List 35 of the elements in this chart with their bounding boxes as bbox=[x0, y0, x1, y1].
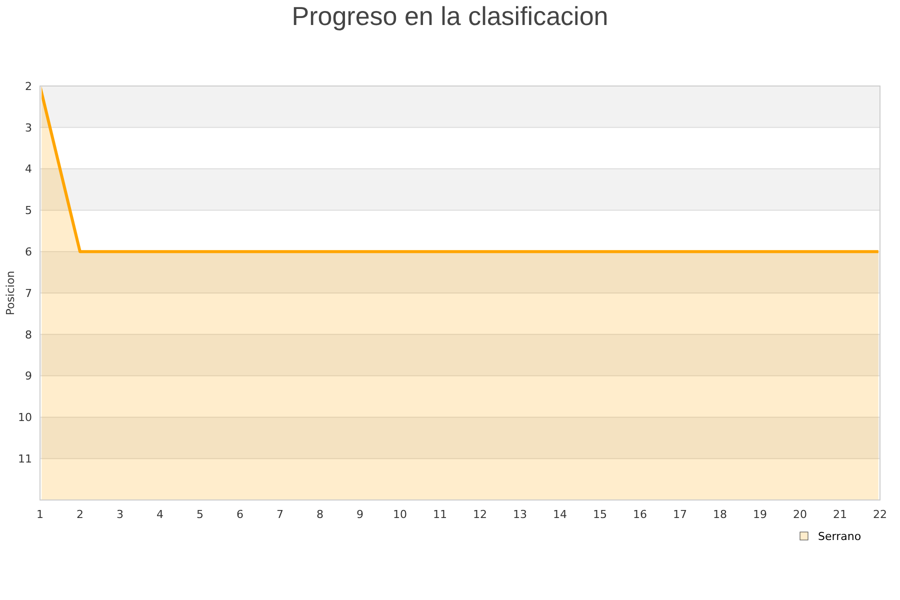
x-tick-label: 2 bbox=[76, 508, 84, 521]
legend-label: Serrano bbox=[818, 530, 862, 543]
x-tick-label: 9 bbox=[356, 508, 364, 521]
x-tick-label: 19 bbox=[753, 508, 767, 521]
y-tick-label: 9 bbox=[25, 370, 32, 383]
y-tick-label: 7 bbox=[25, 286, 32, 300]
y-tick-label: 3 bbox=[25, 121, 32, 134]
x-tick-label: 17 bbox=[673, 508, 687, 521]
chart-title: Progreso en la clasificacion bbox=[292, 1, 608, 31]
y-tick-label: 4 bbox=[25, 162, 32, 176]
x-tick-label: 7 bbox=[276, 508, 284, 521]
x-tick-label: 12 bbox=[473, 508, 487, 521]
x-tick-label: 22 bbox=[873, 508, 887, 521]
x-tick-label: 11 bbox=[433, 508, 447, 521]
y-tick-label: 2 bbox=[25, 80, 32, 93]
x-tick-label: 8 bbox=[316, 508, 324, 521]
y-tick-label: 10 bbox=[18, 411, 32, 424]
x-tick-label: 18 bbox=[713, 508, 727, 521]
y-tick-label: 5 bbox=[25, 204, 32, 218]
x-tick-label: 13 bbox=[513, 508, 527, 521]
x-tick-label: 15 bbox=[593, 508, 607, 521]
x-tick-label: 21 bbox=[833, 508, 847, 521]
x-tick-label: 20 bbox=[793, 508, 807, 521]
x-tick-label: 16 bbox=[633, 508, 647, 521]
x-tick-label: 10 bbox=[393, 508, 407, 521]
x-tick-label: 1 bbox=[36, 508, 44, 521]
x-tick-label: 5 bbox=[196, 508, 204, 521]
x-tick-label: 3 bbox=[116, 508, 124, 521]
y-tick-label: 11 bbox=[18, 452, 32, 466]
x-tick-label: 6 bbox=[236, 508, 244, 521]
x-tick-label: 4 bbox=[156, 508, 164, 521]
y-tick-label: 6 bbox=[25, 245, 32, 258]
x-tick-label: 14 bbox=[553, 508, 567, 521]
y-tick-label: 8 bbox=[25, 328, 32, 342]
y-axis-title: Posicion bbox=[4, 270, 17, 316]
